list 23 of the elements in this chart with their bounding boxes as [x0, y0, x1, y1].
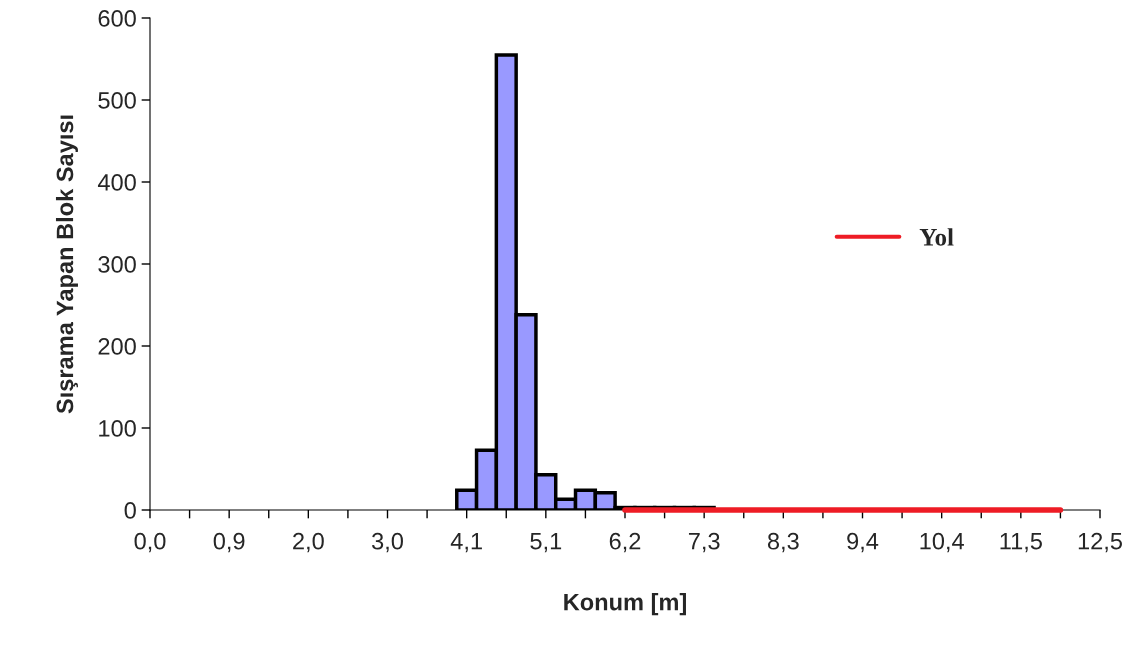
- y-tick-label: 400: [97, 174, 136, 191]
- legend-label: Yol: [919, 228, 954, 246]
- y-tick-label: 600: [98, 10, 136, 27]
- x-axis-title: Konum [m]: [564, 593, 686, 616]
- x-tick-label: 9,4: [847, 532, 879, 553]
- x-tick-label: 0,0: [134, 532, 166, 553]
- x-tick-label: 8,3: [767, 532, 799, 553]
- y-tick-label: 100: [99, 420, 136, 437]
- x-tick-label: 12,5: [1078, 532, 1122, 553]
- x-tick-label: 6,2: [609, 532, 641, 553]
- y-tick-label: 0: [124, 502, 136, 519]
- x-tick-label: 10,4: [920, 532, 964, 553]
- x-tick-label: 0,9: [213, 532, 245, 553]
- x-tick-label: 2,0: [293, 532, 324, 553]
- x-tick-label: 7,3: [688, 532, 720, 553]
- x-tick-label: 4,1: [450, 533, 482, 553]
- x-tick-label: 5,1: [530, 533, 562, 553]
- x-tick-label: 3,0: [371, 532, 403, 553]
- y-tick-label: 200: [98, 338, 136, 355]
- y-axis-title: Sışrama Yapan Blok Sayısı: [55, 115, 78, 414]
- x-tick-label: 11,5: [1000, 533, 1042, 553]
- y-tick-label: 300: [98, 256, 136, 273]
- y-tick-label: 500: [98, 92, 136, 109]
